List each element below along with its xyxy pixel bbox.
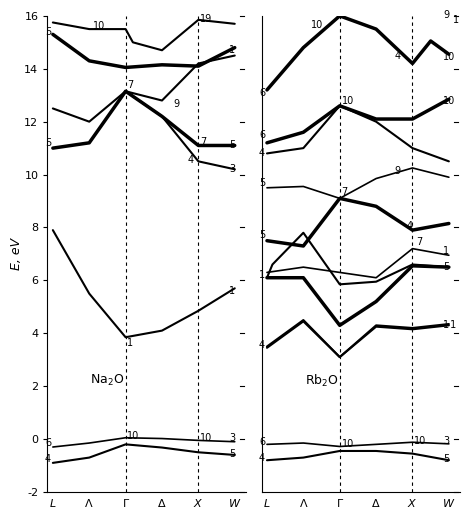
Text: 5: 5: [443, 262, 450, 272]
Text: 1: 1: [259, 270, 265, 280]
Text: 5: 5: [443, 454, 450, 464]
Text: 3: 3: [229, 433, 236, 443]
Text: 5: 5: [45, 138, 51, 148]
Text: 5: 5: [259, 231, 265, 240]
Text: 9: 9: [173, 99, 179, 110]
Text: Na$_2$O: Na$_2$O: [91, 373, 125, 388]
Text: 10: 10: [443, 96, 456, 105]
Text: 7: 7: [416, 237, 422, 247]
Text: 5: 5: [45, 27, 51, 37]
Text: 3: 3: [443, 436, 449, 446]
Text: 10: 10: [93, 22, 105, 31]
Text: 6: 6: [259, 437, 265, 446]
Text: 4: 4: [407, 221, 413, 231]
Text: 1: 1: [447, 321, 456, 330]
Text: Rb$_2$O: Rb$_2$O: [305, 373, 338, 389]
Text: 1: 1: [453, 15, 459, 25]
Text: 1: 1: [229, 45, 236, 55]
Text: 4: 4: [259, 149, 265, 158]
Text: 10: 10: [342, 96, 354, 105]
Text: 1: 1: [443, 321, 449, 330]
Text: 1: 1: [229, 286, 236, 296]
Text: 10: 10: [414, 436, 427, 446]
Text: 9: 9: [394, 166, 401, 176]
Text: 5: 5: [229, 141, 236, 150]
Text: 5: 5: [259, 178, 265, 187]
Text: 4: 4: [259, 340, 265, 350]
Text: 4: 4: [45, 454, 51, 464]
Text: 10: 10: [342, 440, 354, 449]
Text: 7: 7: [342, 187, 348, 197]
Text: 3: 3: [229, 165, 236, 174]
Text: 10: 10: [310, 20, 323, 30]
Text: 7: 7: [128, 80, 134, 89]
Text: 5: 5: [229, 449, 236, 459]
Text: 4: 4: [394, 51, 401, 60]
Text: 1: 1: [443, 247, 449, 256]
Text: 4: 4: [259, 453, 265, 462]
Text: 1: 1: [128, 338, 134, 348]
Text: 7: 7: [200, 136, 207, 147]
Text: 10: 10: [200, 433, 212, 443]
Text: 6: 6: [45, 438, 51, 448]
Text: 9: 9: [443, 10, 449, 20]
Text: 19: 19: [200, 14, 212, 23]
Text: 10: 10: [128, 432, 140, 441]
Text: 4: 4: [187, 155, 193, 165]
Text: 6: 6: [259, 130, 265, 140]
Y-axis label: E, eV: E, eV: [10, 238, 23, 270]
Text: 10: 10: [443, 52, 456, 62]
Text: 6: 6: [259, 88, 265, 97]
